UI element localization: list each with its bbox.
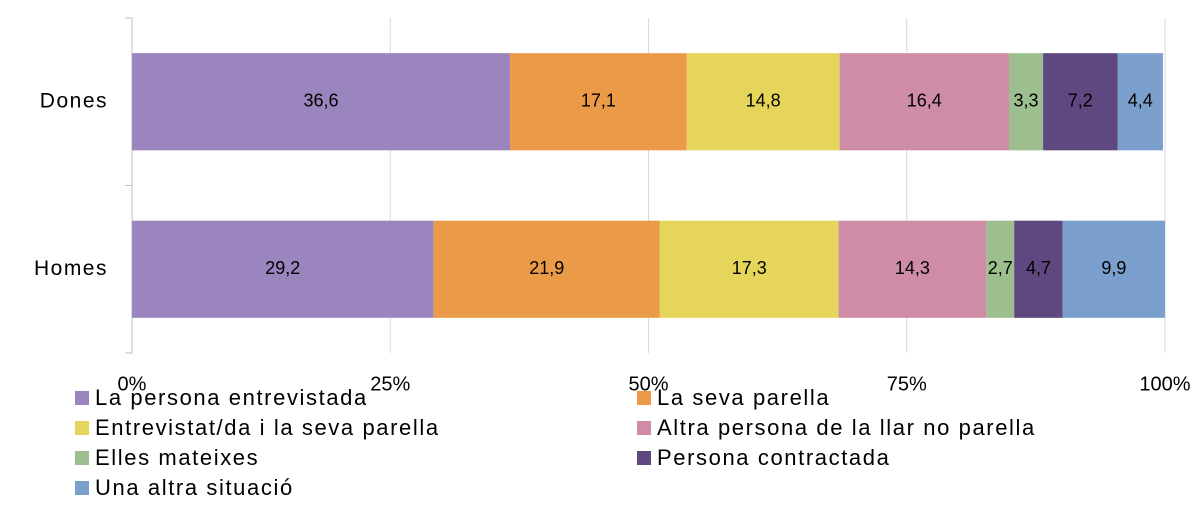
- bar-segment: [433, 220, 660, 318]
- x-tick-label: 25%: [370, 373, 410, 395]
- x-tick-label: 0%: [118, 373, 147, 395]
- legend-swatch: [75, 481, 89, 495]
- bar-segment: [132, 220, 434, 318]
- x-tick-label: 100%: [1139, 373, 1190, 395]
- bar-segment: [1014, 220, 1063, 318]
- data-label: 36,6: [304, 91, 339, 111]
- data-label: 17,1: [581, 91, 616, 111]
- data-label: 14,8: [746, 91, 781, 111]
- data-label: 3,3: [1014, 91, 1039, 111]
- legend-swatch: [637, 391, 651, 405]
- legend-label: La seva parella: [657, 385, 830, 410]
- bar-segment: [986, 220, 1015, 318]
- bar-segment: [1043, 53, 1118, 151]
- data-label: 4,7: [1026, 258, 1051, 278]
- legend-swatch: [637, 451, 651, 465]
- data-label: 29,2: [265, 258, 300, 278]
- legend-swatch: [75, 421, 89, 435]
- x-tick-label: 75%: [887, 373, 927, 395]
- legend-swatch: [75, 391, 89, 405]
- bar-segment: [686, 53, 840, 151]
- data-label: 21,9: [529, 258, 564, 278]
- legend-label: Una altra situació: [95, 475, 294, 500]
- bar-segment: [510, 53, 687, 151]
- legend-label: Altra persona de la llar no parella: [657, 415, 1036, 440]
- bar-segment: [132, 53, 511, 151]
- legend-swatch: [637, 421, 651, 435]
- bar-segment: [1009, 53, 1044, 151]
- data-label: 17,3: [732, 258, 767, 278]
- data-label: 7,2: [1068, 91, 1093, 111]
- legend-label: Persona contractada: [657, 445, 890, 470]
- y-tick-label: Dones: [40, 89, 108, 112]
- x-tick-label: 50%: [628, 373, 668, 395]
- bar-segment: [839, 53, 1010, 151]
- bar-segment: [1117, 53, 1163, 151]
- bar-segment: [659, 220, 839, 318]
- legend-label: Elles mateixes: [95, 445, 259, 470]
- y-tick-label: Homes: [34, 257, 108, 280]
- bar-segment: [1062, 220, 1165, 318]
- legend-label: Entrevistat/da i la seva parella: [95, 415, 440, 440]
- bar-segment: [838, 220, 987, 318]
- data-label: 4,4: [1128, 91, 1153, 111]
- data-label: 9,9: [1101, 258, 1126, 278]
- data-label: 14,3: [895, 258, 930, 278]
- data-label: 2,7: [988, 258, 1013, 278]
- data-label: 16,4: [907, 91, 942, 111]
- legend-swatch: [75, 451, 89, 465]
- legend-label: La persona entrevistada: [95, 385, 368, 410]
